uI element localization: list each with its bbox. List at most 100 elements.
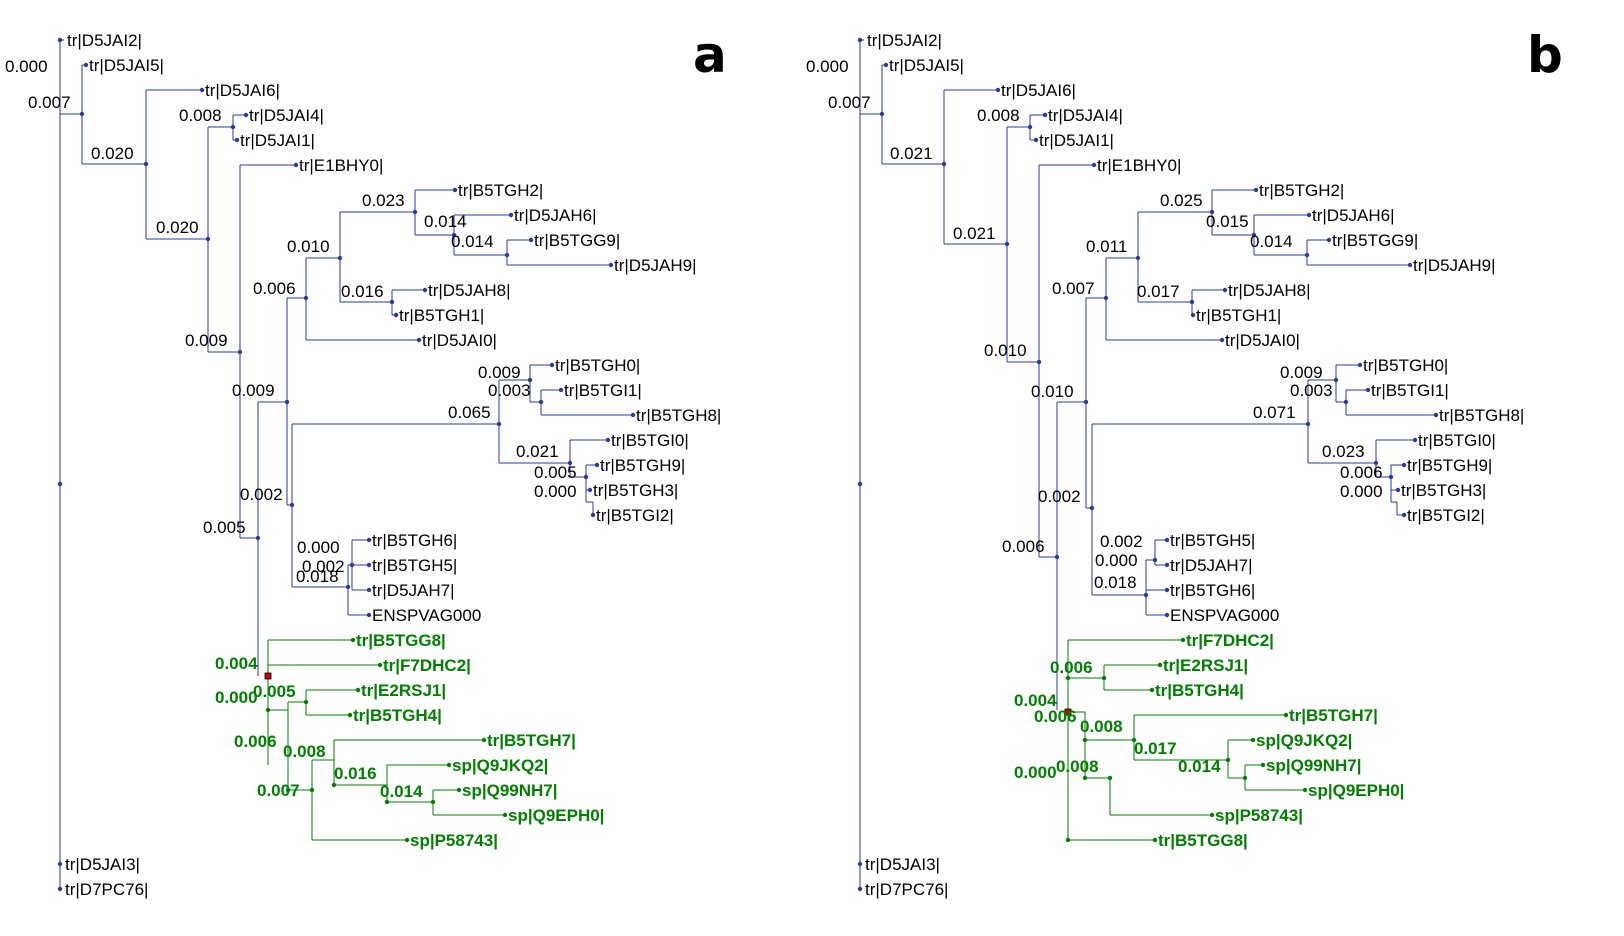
tree-node-dot <box>567 460 573 466</box>
leaf-label-tr-b5tgh6: tr|B5TGH6| <box>372 531 457 550</box>
tree-node-dot <box>1004 241 1010 247</box>
branch-length-label: 0.007 <box>828 93 871 112</box>
tree-node-dot <box>583 474 589 480</box>
tree-node-dot <box>558 387 564 393</box>
tree-node-dot <box>255 535 261 541</box>
branch-length-label: 0.014 <box>1178 757 1221 776</box>
leaf-label-tr-b5tgh0: tr|B5TGH0| <box>1363 356 1448 375</box>
leaf-label-tr-d5jai6: tr|D5JAI6| <box>1001 81 1076 100</box>
tree-node-dot <box>57 37 63 43</box>
leaf-label-tr-d5jah9: tr|D5JAH9| <box>614 256 697 275</box>
branch-length-label: 0.009 <box>232 381 275 400</box>
tree-node-dot <box>293 162 299 168</box>
tree-node-dot <box>1304 252 1310 258</box>
tree-node-dot <box>355 687 361 693</box>
tree-node-dot <box>303 699 309 705</box>
tree-node-dot <box>1135 255 1141 261</box>
tree-node-dot <box>883 62 889 68</box>
leaf-label-tr-d5jai1: tr|D5JAI1| <box>1039 131 1114 150</box>
tree-node-dot <box>857 861 863 867</box>
tree-node-dot <box>857 481 863 487</box>
tree-node-dot <box>384 799 390 805</box>
tree-node-dot <box>1302 787 1308 793</box>
tree-node-dot <box>1164 537 1170 543</box>
selected-node-marker[interactable] <box>1064 708 1072 716</box>
panel-a-letter: a <box>693 26 727 84</box>
tree-node-dot <box>496 421 502 427</box>
branch-length-label: 0.010 <box>1031 382 1074 401</box>
branch-length-label: 0.005 <box>253 682 296 701</box>
tree-node-dot <box>79 111 85 117</box>
leaf-label-tr-e2rsj1: tr|E2RSJ1| <box>361 681 446 700</box>
branch-length-label: 0.007 <box>257 781 300 800</box>
tree-node-dot <box>1091 162 1097 168</box>
leaf-label-tr-d5jah9: tr|D5JAH9| <box>1413 256 1496 275</box>
tree-node-dot <box>1065 675 1071 681</box>
leaf-label-tr-b5tgh4: tr|B5TGH4| <box>353 706 442 725</box>
leaf-label-tr-d5jah8: tr|D5JAH8| <box>1228 281 1311 300</box>
branch-length-label: 0.008 <box>1080 717 1123 736</box>
branch-length-label: 0.015 <box>1206 212 1249 231</box>
tree-node-dot <box>504 252 510 258</box>
leaf-label-tr-d5jai5: tr|D5JAI5| <box>889 56 964 75</box>
tree-node-dot <box>1225 757 1231 763</box>
leaf-label-tr-d5jai0: tr|D5JAI0| <box>1225 331 1300 350</box>
tree-node-dot <box>1260 762 1266 768</box>
tree-node-dot <box>430 799 436 805</box>
leaf-label-tr-f7dhc2: tr|F7DHC2| <box>1186 631 1274 650</box>
branch-length-label: 0.020 <box>156 218 199 237</box>
tree-node-dot <box>608 262 614 268</box>
leaf-label-tr-b5tgh5: tr|B5TGH5| <box>372 556 457 575</box>
tree-node-dot <box>1395 487 1401 493</box>
branch-length-label: 0.005 <box>203 518 246 537</box>
tree-node-dot <box>1357 362 1363 368</box>
tree-node-dot <box>1027 124 1033 130</box>
tree-node-dot <box>230 124 236 130</box>
branch-length-label: 0.003 <box>488 381 531 400</box>
tree-node-dot <box>590 512 596 518</box>
branch-length-label: 0.025 <box>1160 191 1203 210</box>
leaf-label-tr-d5jai6: tr|D5JAI6| <box>205 81 280 100</box>
branch-length-label: 0.004 <box>215 654 258 673</box>
leaf-label-tr-d5jai5: tr|D5JAI5| <box>89 56 164 75</box>
tree-node-dot <box>481 737 487 743</box>
leaf-label-sp-q9jkq2: sp|Q9JKQ2| <box>1256 731 1352 750</box>
leaf-label-sp-q99nh7: sp|Q99NH7| <box>1266 756 1362 775</box>
tree-node-dot <box>1209 209 1215 215</box>
branch-length-label: 0.006 <box>1340 463 1383 482</box>
branch-length-label: 0.018 <box>1094 573 1137 592</box>
tree-node-dot <box>1189 299 1195 305</box>
tree-node-dot <box>630 412 636 418</box>
tree-node-dot <box>1042 112 1048 118</box>
branch-length-label: 0.021 <box>890 144 933 163</box>
tree-node-dot <box>1401 462 1407 468</box>
tree-node-dot <box>1190 312 1196 318</box>
branch-length-label: 0.010 <box>984 341 1027 360</box>
tree-node-dot <box>309 787 315 793</box>
tree-node-dot <box>331 782 337 788</box>
tree-node-dot <box>243 112 249 118</box>
tree-node-dot <box>605 437 611 443</box>
leaf-label-tr-b5tgh9: tr|B5TGH9| <box>1407 456 1492 475</box>
branch-length-label: 0.008 <box>977 106 1020 125</box>
branch-length-label: 0.021 <box>953 224 996 243</box>
branch-length-label: 0.008 <box>283 742 326 761</box>
tree-panel-b: tr|D5JAI2| tr|D5JAI5| tr|D5JAI6| tr|D5JAI4|… <box>806 26 1563 899</box>
leaf-label-tr-d5jai3: tr|D5JAI3| <box>865 855 940 874</box>
branch-length-label: 0.009 <box>1280 363 1323 382</box>
leaf-label-tr-b5tgh1: tr|B5TGH1| <box>399 306 484 325</box>
branch-length-label: 0.000 <box>5 57 48 76</box>
branch-length-label: 0.006 <box>234 732 277 751</box>
leaf-label-tr-b5tgh2: tr|B5TGH2| <box>458 181 543 200</box>
branch-length-label: 0.002 <box>240 485 283 504</box>
leaf-label-tr-b5tgi2: tr|B5TGI2| <box>1407 506 1485 525</box>
leaf-label-tr-b5tgh6: tr|B5TGH6| <box>1170 581 1255 600</box>
leaf-label-tr-d7pc76: tr|D7PC76| <box>865 880 948 899</box>
selected-node-marker[interactable] <box>264 672 272 680</box>
branch-length-label: 0.016 <box>341 282 384 301</box>
tree-node-dot <box>1242 775 1248 781</box>
leaf-label-tr-b5tgi0: tr|B5TGI0| <box>611 431 689 450</box>
leaf-label-tr-b5tgg8: tr|B5TGG8| <box>356 631 446 650</box>
tree-node-dot <box>1388 474 1394 480</box>
branch-length-label: 0.007 <box>1052 279 1095 298</box>
